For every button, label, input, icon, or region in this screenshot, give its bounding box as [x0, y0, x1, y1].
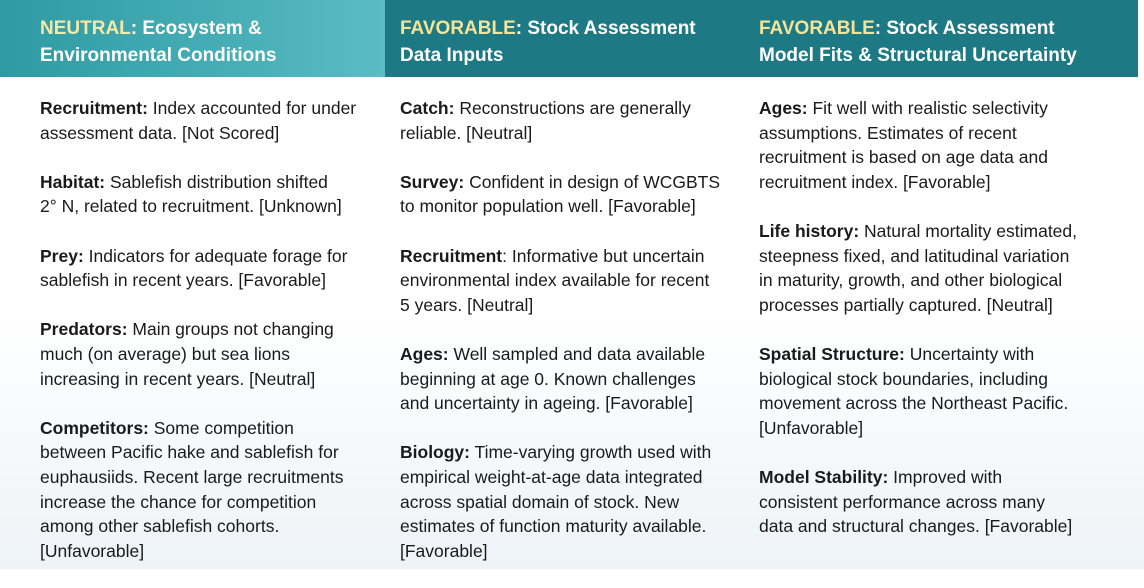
criterion-item: Habitat: Sablefish distribution shifted 2…: [40, 170, 379, 219]
criterion-text: and uncertainty in ageing. [Favorable]: [400, 393, 693, 414]
criterion-text: biological stock boundaries, including: [759, 368, 1048, 389]
criterion-text: recruitment is based on age data and: [759, 147, 1048, 168]
criterion-label: Competitors:: [40, 417, 149, 438]
criterion-label: Life history:: [759, 220, 860, 241]
criterion-text: [Unfavorable]: [40, 540, 145, 561]
criterion-text: reliable. [Neutral]: [400, 122, 533, 143]
criterion-label: Biology:: [400, 442, 470, 463]
criterion-text: empirical weight-at-age data integrated: [400, 466, 703, 487]
criterion-item: Life history: Natural mortality estimate…: [759, 219, 1130, 317]
header-row: NEUTRAL: Ecosystem & Environmental Condi…: [0, 0, 1144, 77]
criterion-item: Ages: Fit well with realistic selectivit…: [759, 96, 1130, 194]
criterion-item: Recruitment: Informative but uncertain en…: [400, 244, 740, 318]
criterion-item: Catch: Reconstructions are generally reli…: [400, 96, 740, 145]
criterion-item: Competitors: Some competition between Pac…: [40, 416, 379, 564]
criterion-text: consistent performance across many: [759, 491, 1045, 512]
criterion-text: Indicators for adequate forage for: [83, 245, 348, 266]
criterion-text: increasing in recent years. [Neutral]: [40, 368, 316, 389]
criterion-text: increase the chance for competition: [40, 491, 317, 512]
criterion-item: Model Stability: Improved with consistent…: [759, 465, 1130, 539]
criterion-text: Main groups not changing: [127, 319, 334, 340]
column-header-data-inputs: FAVORABLE: Stock Assessment Data Inputs: [385, 0, 744, 77]
criterion-item: Biology: Time-varying growth used with em…: [400, 440, 740, 563]
criterion-label: Ages:: [400, 343, 449, 364]
criterion-item: Spatial Structure: Uncertainty with biolo…: [759, 342, 1130, 440]
column-ecosystem: Recruitment: Index accounted for under as…: [0, 77, 385, 588]
criterion-label: Catch:: [400, 98, 455, 118]
status-label: FAVORABLE: [400, 18, 516, 39]
status-label: FAVORABLE: [759, 18, 875, 39]
criterion-text: : Informative but uncertain: [502, 245, 705, 266]
criterion-item: Survey: Confident in design of WCGBTS to …: [400, 170, 740, 219]
criterion-text: Sablefish distribution shifted: [105, 171, 328, 192]
criterion-text: Improved with: [888, 466, 1003, 487]
criterion-text: among other sablefish cohorts.: [40, 516, 280, 537]
criterion-text: assessment data. [Not Scored]: [40, 122, 280, 143]
criterion-label: Prey:: [40, 245, 84, 266]
criterion-text: environmental index available for recent: [400, 270, 710, 291]
criterion-label: Predators:: [40, 319, 128, 340]
criterion-label: Spatial Structure:: [759, 343, 905, 364]
criterion-text: recruitment index. [Favorable]: [759, 171, 991, 192]
criterion-text: Time-varying growth used with: [470, 442, 712, 463]
criterion-text: data and structural changes. [Favorable]: [759, 516, 1073, 537]
header-title: : Stock Assessment: [515, 18, 696, 39]
column-header-model-fits: FAVORABLE: Stock Assessment Model Fits &…: [744, 0, 1138, 77]
header-title: : Stock Assessment: [874, 18, 1055, 39]
criterion-label: Model Stability:: [759, 466, 889, 487]
body-row: Recruitment: Index accounted for under as…: [0, 77, 1144, 588]
header-title: : Ecosystem &: [130, 18, 262, 39]
criterion-text: much (on average) but sea lions: [40, 343, 290, 364]
header-title-line2: Data Inputs: [400, 45, 504, 66]
criterion-text: [Favorable]: [400, 540, 488, 561]
criterion-text: across spatial domain of stock. New: [400, 491, 680, 512]
criterion-text: estimates of function maturity available…: [400, 516, 707, 537]
column-model-fits: Ages: Fit well with realistic selectivit…: [744, 77, 1138, 588]
criterion-text: 5 years. [Neutral]: [400, 294, 534, 315]
criterion-text: euphausiids. Recent large recruitments: [40, 466, 344, 487]
criterion-label: Ages:: [759, 98, 808, 118]
criterion-item: Prey: Indicators for adequate forage for…: [40, 244, 379, 293]
criterion-text: Uncertainty with: [904, 343, 1035, 364]
criterion-text: Well sampled and data available: [448, 343, 706, 364]
criterion-text: Confident in design of WCGBTS: [464, 171, 721, 192]
criterion-label: Habitat:: [40, 171, 106, 192]
criterion-text: Reconstructions are generally: [454, 98, 691, 118]
header-title-line2: Environmental Conditions: [40, 45, 277, 66]
criterion-text: movement across the Northeast Pacific.: [759, 393, 1069, 414]
criterion-item: Ages: Well sampled and data available beg…: [400, 342, 740, 416]
criterion-text: 2° N, related to recruitment. [Unknown]: [40, 196, 342, 217]
criterion-text: steepness fixed, and latitudinal variati…: [759, 245, 1070, 266]
criterion-label: Recruitment:: [40, 98, 148, 118]
criterion-text: in maturity, growth, and other biologica…: [759, 270, 1063, 291]
criterion-text: Index accounted for under: [147, 98, 357, 118]
criterion-text: Fit well with realistic selectivity: [807, 98, 1048, 118]
criterion-item: Predators: Main groups not changing much …: [40, 317, 379, 391]
criterion-label: Survey:: [400, 171, 465, 192]
criterion-text: Natural mortality estimated,: [859, 220, 1078, 241]
criterion-text: assumptions. Estimates of recent: [759, 122, 1017, 143]
criterion-text: between Pacific hake and sablefish for: [40, 442, 339, 463]
header-title-line2: Model Fits & Structural Uncertainty: [759, 45, 1077, 66]
criterion-text: Some competition: [148, 417, 294, 438]
criterion-text: processes partially captured. [Neutral]: [759, 294, 1053, 315]
criterion-label: Recruitment: [400, 245, 503, 266]
column-data-inputs: Catch: Reconstructions are generally reli…: [385, 77, 744, 588]
criterion-text: beginning at age 0. Known challenges: [400, 368, 696, 389]
criterion-item: Recruitment: Index accounted for under as…: [40, 96, 379, 145]
criterion-text: [Unfavorable]: [759, 417, 864, 438]
criterion-text: sablefish in recent years. [Favorable]: [40, 270, 326, 291]
header-edge: [1138, 0, 1144, 77]
criterion-text: to monitor population well. [Favorable]: [400, 196, 696, 217]
risk-table: NEUTRAL: Ecosystem & Environmental Condi…: [0, 0, 1144, 561]
status-label: NEUTRAL: [40, 18, 131, 39]
column-header-ecosystem: NEUTRAL: Ecosystem & Environmental Condi…: [0, 0, 385, 77]
